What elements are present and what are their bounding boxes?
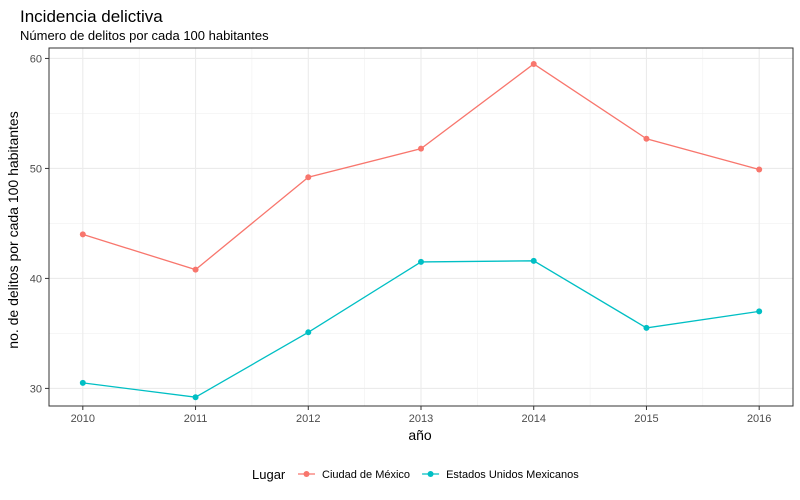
x-axis: 2010 2011 2012 2013 2014 2015 2016	[71, 406, 771, 425]
y-axis-title: no. de delitos por cada 100 habitantes	[5, 111, 21, 348]
legend-key-point	[303, 471, 310, 477]
data-point	[418, 258, 424, 265]
chart-subtitle: Número de delitos por cada 100 habitante…	[20, 28, 269, 43]
legend-title: Lugar	[252, 467, 286, 482]
y-tick-label: 60	[30, 53, 42, 65]
data-point	[418, 145, 424, 152]
grid	[49, 48, 793, 406]
data-point	[305, 174, 312, 181]
x-tick-label: 2015	[634, 413, 658, 425]
data-point	[79, 379, 86, 386]
data-point	[756, 166, 763, 173]
data-point	[643, 135, 650, 142]
y-tick-label: 50	[30, 163, 42, 175]
series-layer	[79, 60, 763, 401]
x-axis-title: año	[408, 427, 432, 443]
x-tick-label: 2011	[184, 413, 208, 425]
x-tick-label: 2012	[296, 413, 320, 425]
data-point	[756, 308, 763, 315]
data-point	[79, 231, 86, 238]
legend-label: Estados Unidos Mexicanos	[446, 469, 579, 481]
x-tick-label: 2013	[409, 413, 433, 425]
legend-key-point	[427, 471, 434, 477]
y-tick-label: 40	[30, 273, 42, 285]
data-point	[643, 324, 650, 331]
data-point	[192, 394, 199, 401]
x-tick-label: 2010	[71, 413, 95, 425]
chart-title: Incidencia delictiva	[20, 7, 163, 26]
legend: Lugar Ciudad de México Estados Unidos Mexi…	[252, 467, 579, 482]
data-point	[192, 266, 199, 273]
legend-label: Ciudad de México	[322, 469, 410, 481]
data-point	[530, 60, 537, 67]
x-tick-label: 2016	[747, 413, 771, 425]
data-point	[530, 257, 537, 264]
y-tick-label: 30	[30, 383, 42, 395]
data-point	[305, 329, 312, 336]
x-tick-label: 2014	[521, 413, 545, 425]
y-axis: 30 40 50 60	[30, 53, 49, 395]
